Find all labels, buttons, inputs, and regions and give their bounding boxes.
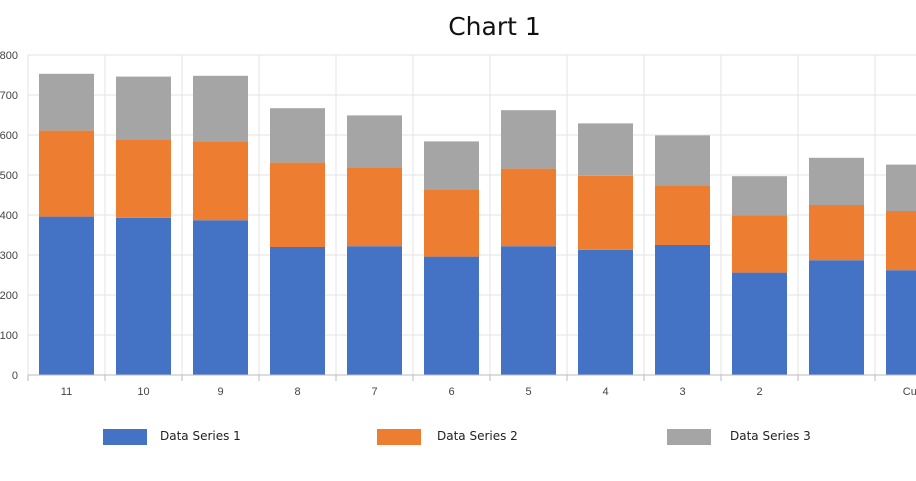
bar-segment-series-2: [347, 167, 402, 247]
x-tick-label: 9: [217, 386, 223, 398]
bar-segment-series-2: [578, 175, 633, 250]
bar-segment-series-1: [193, 220, 248, 375]
bar-segment-series-1: [732, 272, 787, 375]
bar-segment-series-1: [39, 216, 94, 375]
y-tick-label: 0: [12, 370, 18, 382]
legend-swatch-series-1: [103, 429, 147, 445]
legend-swatch-series-2: [377, 429, 421, 445]
bar-segment-series-3: [116, 76, 171, 140]
x-tick-label: 11: [61, 386, 72, 398]
y-tick-label: 600: [0, 130, 18, 142]
x-tick-label: 6: [448, 386, 454, 398]
bar-segment-series-2: [424, 189, 479, 257]
x-tick-label: 4: [602, 386, 608, 398]
bar-segment-series-3: [193, 75, 248, 142]
legend-label-series-1: Data Series 1: [160, 429, 241, 443]
bar-segment-series-1: [578, 249, 633, 375]
bar-segment-series-1: [116, 217, 171, 375]
bar-segment-series-2: [39, 130, 94, 217]
y-tick-label: 100: [0, 330, 18, 342]
x-tick-label: 10: [137, 386, 149, 398]
bar-segment-series-1: [501, 246, 556, 375]
bar-segment-series-3: [732, 176, 787, 216]
legend-label-series-3: Data Series 3: [730, 429, 811, 443]
legend-swatch-series-3: [667, 429, 711, 445]
x-tick-label: 5: [525, 386, 531, 398]
grid-lines: [27, 54, 916, 375]
bar-segment-series-1: [655, 245, 710, 375]
bar-segment-series-2: [655, 185, 710, 245]
y-tick-label: 700: [0, 90, 18, 102]
y-tick-label: 200: [0, 290, 18, 302]
bar-segment-series-2: [809, 205, 864, 261]
chart-title: Chart 1: [448, 12, 541, 41]
x-tick-label: Curr: [903, 386, 916, 398]
bar-segment-series-3: [424, 141, 479, 190]
legend-label-series-2: Data Series 2: [437, 429, 518, 443]
bar-segment-series-1: [809, 260, 864, 375]
bar-segment-series-3: [347, 115, 402, 168]
x-tick-label: 7: [371, 386, 377, 398]
bar-segment-series-3: [809, 157, 864, 205]
bar-segment-series-1: [424, 256, 479, 375]
y-tick-label: 300: [0, 250, 18, 262]
bar-segment-series-2: [886, 211, 916, 271]
bar-segment-series-1: [347, 246, 402, 375]
x-tick-label: 8: [294, 386, 300, 398]
bar-segment-series-2: [270, 162, 325, 247]
bar-segment-series-2: [501, 168, 556, 247]
x-tick-label: 2: [756, 386, 762, 398]
bars: [39, 73, 916, 375]
bar-segment-series-3: [270, 108, 325, 163]
axes: 0 100 200 300 400 500 600 700 800 11 10 9 8 7 6 5 4 3 2 Cur…: [0, 50, 916, 398]
bar-segment-series-1: [886, 270, 916, 375]
bar-segment-series-2: [193, 141, 248, 221]
bar-segment-series-3: [501, 110, 556, 169]
bar-segment-series-2: [116, 139, 171, 218]
y-tick-label: 400: [0, 210, 18, 222]
bar-segment-series-1: [270, 247, 325, 375]
bar-segment-series-3: [578, 123, 633, 176]
bar-segment-series-3: [655, 135, 710, 186]
bar-segment-series-2: [732, 215, 787, 273]
y-tick-label: 500: [0, 170, 18, 182]
bar-segment-series-3: [39, 73, 94, 131]
x-tick-label: 3: [679, 386, 685, 398]
y-tick-label: 800: [0, 50, 18, 62]
bar-segment-series-3: [886, 164, 916, 211]
